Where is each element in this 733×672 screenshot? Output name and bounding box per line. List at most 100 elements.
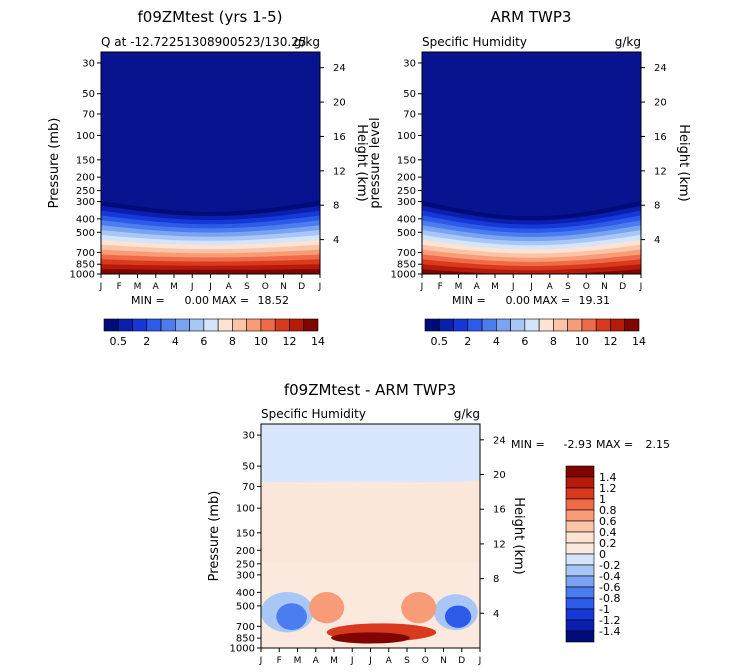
month-tick-label: J	[99, 282, 103, 292]
month-tick-label: M	[491, 282, 499, 292]
pressure-tick-label: 500	[76, 228, 95, 239]
month-tick-label: A	[386, 656, 393, 666]
pressure-tick-label: 150	[76, 155, 95, 166]
colorbar-swatch	[424, 318, 440, 332]
month-tick-label: D	[298, 282, 305, 292]
month-tick-label: S	[404, 656, 410, 666]
month-tick-label: F	[277, 656, 282, 666]
colorbar-label: 12	[282, 335, 296, 348]
diff-anomaly	[309, 592, 345, 624]
pressure-tick-label: 850	[76, 260, 95, 271]
colorbar-swatch	[467, 318, 483, 332]
colorbar-swatch	[610, 318, 626, 332]
panel-model-units: g/kg	[294, 35, 320, 49]
pressure-tick-label: 30	[242, 431, 255, 442]
height-tick-label: 24	[654, 63, 667, 74]
height-tick-label: 24	[333, 63, 346, 74]
pressure-tick-label: 200	[397, 173, 416, 184]
pressure-tick-label: 200	[76, 173, 95, 184]
colorbar-swatch	[510, 318, 526, 332]
colorbar-swatch	[565, 586, 595, 599]
colorbar-swatch	[565, 498, 595, 511]
height-tick-label: 12	[654, 166, 667, 177]
colorbar-label: 4	[172, 335, 179, 348]
pressure-tick-label: 100	[236, 504, 255, 515]
colorbar-swatch	[565, 608, 595, 621]
height-tick-label: 20	[654, 98, 667, 109]
diff-mid-region	[261, 480, 480, 563]
month-tick-label: D	[458, 656, 465, 666]
colorbar-label: 2	[464, 335, 471, 348]
height-tick-label: 20	[333, 98, 346, 109]
panel-diff-ylabel-right: Height (km)	[511, 497, 526, 574]
pressure-tick-label: 500	[397, 228, 416, 239]
colorbar-label: 4	[493, 335, 500, 348]
colorbar-label: -1	[599, 603, 610, 616]
colorbar-swatch	[565, 542, 595, 555]
pressure-tick-label: 250	[236, 559, 255, 570]
pressure-tick-label: 250	[397, 186, 416, 197]
month-tick-label: J	[350, 656, 354, 666]
pressure-tick-label: 850	[397, 260, 416, 271]
pressure-tick-label: 1000	[230, 644, 255, 655]
colorbar-swatch	[146, 318, 162, 332]
colorbar-label: 0.6	[599, 515, 617, 528]
colorbar-label: 6	[200, 335, 207, 348]
panel-model-max-value: 18.52	[258, 294, 290, 307]
month-tick-label: J	[318, 282, 322, 292]
colorbar-swatch	[203, 318, 219, 332]
panel-model-min-value: 0.00	[185, 294, 210, 307]
pressure-tick-label: 700	[236, 622, 255, 633]
panel-model-colorbar: 0.5 2 4 6 8 10 12 14	[103, 318, 325, 348]
height-tick-label: 16	[333, 132, 346, 143]
height-tick-label: 4	[333, 235, 339, 246]
pressure-tick-label: 1000	[70, 270, 95, 281]
colorbar-label: 2	[143, 335, 150, 348]
panel-diff: f09ZMtest - ARM TWP3 Specific Humidity g…	[207, 381, 670, 666]
pressure-tick-label: 700	[76, 248, 95, 259]
pressure-tick-label: 150	[397, 155, 416, 166]
diff-anomaly	[401, 592, 437, 624]
pressure-tick-label: 500	[236, 601, 255, 612]
colorbar-label: 10	[254, 335, 268, 348]
pressure-tick-label: 200	[236, 546, 255, 557]
colorbar-swatch	[232, 318, 247, 332]
colorbar-label: -0.4	[599, 570, 620, 583]
colorbar-swatch	[567, 318, 583, 332]
pressure-tick-label: 300	[76, 197, 95, 208]
pressure-tick-label: 100	[397, 131, 416, 142]
colorbar-label: 6	[521, 335, 528, 348]
pressure-tick-label: 300	[236, 570, 255, 581]
colorbar-swatch	[565, 531, 595, 544]
colorbar-swatch	[565, 597, 595, 610]
panel-diff-units: g/kg	[454, 407, 480, 421]
colorbar-swatch	[289, 318, 305, 332]
colorbar-swatch	[524, 318, 540, 332]
diff-anomaly	[276, 603, 307, 631]
month-tick-label: A	[153, 282, 160, 292]
panel-model-min-label: MIN =	[131, 294, 165, 307]
moisture-band	[422, 264, 641, 274]
colorbar-swatch	[260, 318, 276, 332]
height-tick-label: 20	[493, 470, 506, 481]
panel-model-subtitle: Q at -12.72251308900523/130.25	[101, 35, 306, 49]
panel-obs-colorbar: 0.5 2 4 6 8 10 12 14	[424, 318, 646, 348]
panel-obs-ylabel: pressure level	[368, 117, 383, 208]
panel-obs-title: ARM TWP3	[491, 8, 572, 26]
colorbar-swatch	[132, 318, 148, 332]
colorbar-swatch	[538, 318, 554, 332]
panel-diff-field	[261, 424, 480, 648]
month-tick-label: A	[226, 282, 233, 292]
colorbar-swatch	[438, 318, 454, 332]
colorbar-swatch	[175, 318, 190, 332]
month-tick-label: J	[368, 656, 372, 666]
month-tick-label: A	[547, 282, 554, 292]
colorbar-label: 1.4	[599, 471, 617, 484]
height-tick-label: 8	[654, 201, 660, 212]
colorbar-swatch	[565, 487, 595, 500]
pressure-tick-label: 700	[397, 248, 416, 259]
panel-obs-height-ticks: 24 20 16 12 8 4	[641, 63, 667, 246]
month-tick-label: J	[478, 656, 482, 666]
